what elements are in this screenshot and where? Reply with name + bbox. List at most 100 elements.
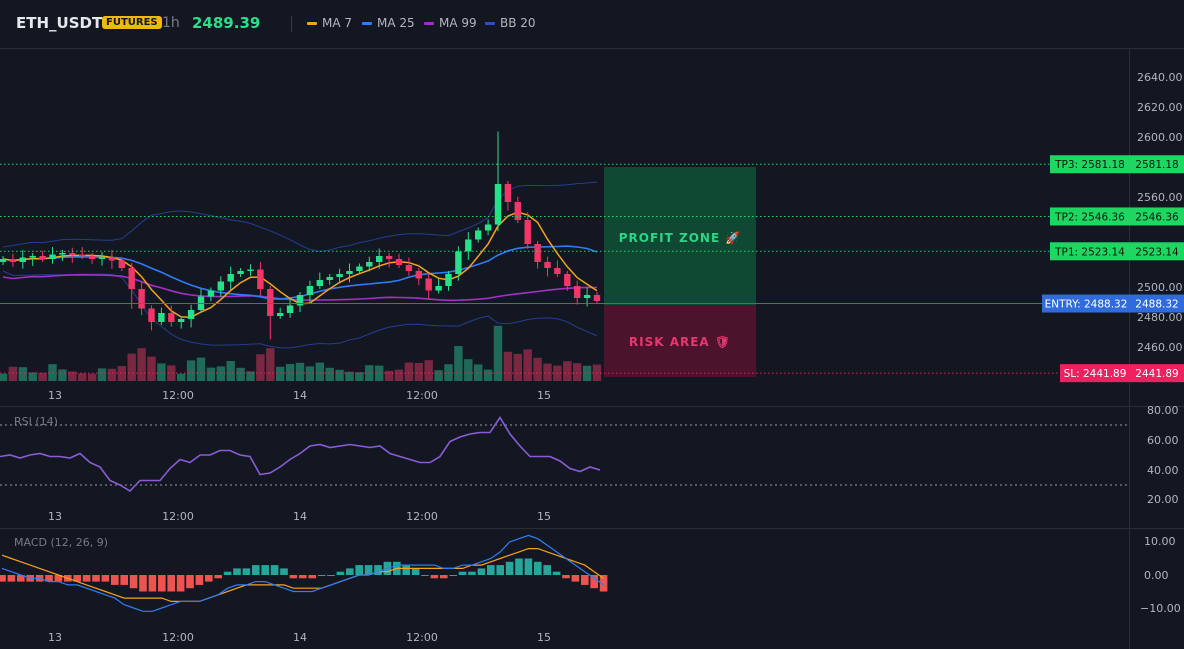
time-tick: 12:00 [406,631,438,644]
candle-body[interactable] [484,224,492,231]
macd-signal-line[interactable] [1,548,604,602]
candle-body[interactable] [187,310,195,319]
time-tick: 15 [537,510,551,523]
candle-body[interactable] [118,260,125,269]
candle-body[interactable] [257,269,264,290]
macd-axis[interactable]: 10.00 0.00 −10.00 [1140,535,1181,615]
candle-body[interactable] [524,220,531,244]
rsi-line[interactable] [0,416,601,493]
candle-body[interactable] [564,274,571,286]
candle-body[interactable] [207,290,215,297]
candle-body[interactable] [455,251,462,275]
macd-hist-bar [355,565,363,575]
candle-body[interactable] [475,230,482,240]
candle-body[interactable] [494,184,502,225]
legend-ma25[interactable]: MA 25 [362,16,415,30]
candle-body[interactable] [247,269,254,272]
macd-hist-bar [487,565,495,575]
macd-line[interactable] [1,534,604,612]
main-time-axis[interactable]: 13 12:00 14 12:00 15 [48,389,551,402]
tp3-label: TP3: 2581.18 [1054,159,1125,171]
candle-body[interactable] [306,286,314,295]
candle-body[interactable] [168,313,175,322]
candle-body[interactable] [504,184,512,202]
candle-body[interactable] [286,305,294,314]
candle-body[interactable] [227,274,234,282]
candle-body[interactable] [79,254,86,257]
candle-body[interactable] [336,274,343,277]
candlesticks[interactable] [0,131,601,340]
tp1-label-box[interactable] [1050,242,1130,261]
candle-body[interactable] [514,202,521,220]
candle-body[interactable] [583,295,591,298]
candle-body[interactable] [277,313,284,316]
candle-body[interactable] [395,259,403,265]
candle-body[interactable] [178,319,185,322]
entry-label-box[interactable] [1042,294,1130,313]
trade-levels[interactable]: TP3: 2581.18 2581.18 TP2: 2546.36 2546.36 TP… [0,155,1184,383]
candle-body[interactable] [158,313,165,322]
rsi-label[interactable]: RSI (14) [14,415,58,428]
macd-time-axis[interactable]: 13 12:00 14 12:00 15 [48,631,551,644]
volume-bar [464,359,473,381]
candle-body[interactable] [0,259,7,262]
candle-body[interactable] [98,257,106,260]
candle-body[interactable] [69,253,76,255]
candle-body[interactable] [593,295,601,301]
candle-body[interactable] [217,281,224,291]
candle-body[interactable] [544,262,551,268]
macd-label[interactable]: MACD (12, 26, 9) [14,536,108,549]
legend-ma7[interactable]: MA 7 [307,16,352,30]
macd-hist-bar [82,575,91,582]
candle-body[interactable] [316,280,323,286]
legend-ma99[interactable]: MA 99 [424,16,477,30]
candle-body[interactable] [296,295,304,306]
candle-body[interactable] [534,244,541,262]
candle-body[interactable] [326,277,333,280]
profit-zone[interactable] [604,167,756,305]
candle-body[interactable] [385,256,393,259]
macd-hist-bar [289,575,298,579]
legend-bb20[interactable]: BB 20 [485,16,536,30]
candle-body[interactable] [356,266,363,272]
candle-body[interactable] [59,253,66,255]
candle-body[interactable] [128,268,135,289]
candle-body[interactable] [376,256,383,262]
sl-label-box[interactable] [1060,364,1130,383]
candle-body[interactable] [574,286,581,298]
symbol-name[interactable]: ETH_USDT [16,14,103,32]
candle-body[interactable] [366,262,373,267]
volume-bar [493,325,503,381]
rsi-time-axis[interactable]: 13 12:00 14 12:00 15 [48,510,551,523]
macd-hist-bar [223,571,232,575]
candle-body[interactable] [138,289,145,309]
candle-body[interactable] [237,271,244,274]
candle-body[interactable] [88,256,96,259]
candle-body[interactable] [9,259,17,262]
candle-body[interactable] [148,308,155,323]
candle-body[interactable] [29,256,36,258]
candle-body[interactable] [267,289,274,316]
candle-body[interactable] [346,271,353,274]
candle-body[interactable] [19,257,26,263]
candle-body[interactable] [108,257,116,261]
tp2-label-box[interactable] [1050,207,1130,226]
macd-hist-bar [54,575,63,582]
macd-hist-bar [139,575,147,592]
tp3-label-box[interactable] [1050,155,1130,174]
candle-body[interactable] [435,286,442,291]
candle-body[interactable] [425,278,432,291]
candle-body[interactable] [405,265,413,271]
candle-body[interactable] [465,239,472,252]
risk-area[interactable] [604,305,756,377]
timeframe-label[interactable]: 1h [162,15,180,31]
candle-body[interactable] [49,254,56,260]
candle-body[interactable] [415,271,422,279]
candle-body[interactable] [445,274,452,286]
macd-hist-bar [543,565,551,575]
candle-body[interactable] [554,268,561,274]
candle-body[interactable] [39,256,46,259]
main-price-axis[interactable]: 2640.00 2620.00 2600.00 2580.00 2560.00 … [1137,71,1183,354]
rsi-axis[interactable]: 80.00 60.00 40.00 20.00 [1147,404,1179,506]
